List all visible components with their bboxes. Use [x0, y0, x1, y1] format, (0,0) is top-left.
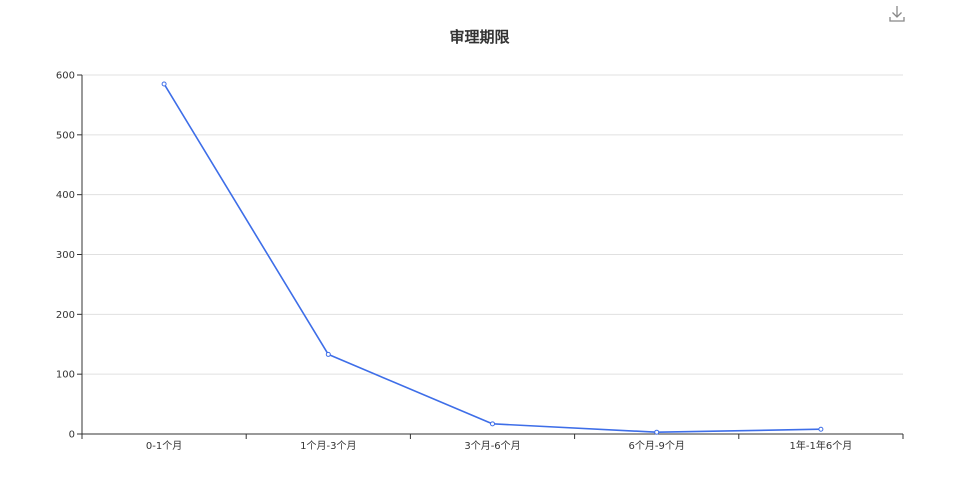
- x-tick-label: 1年-1年6个月: [790, 439, 853, 452]
- data-point: [654, 429, 660, 435]
- data-point: [490, 421, 495, 427]
- y-tick-label: 500: [56, 130, 75, 141]
- y-tick-label: 300: [56, 250, 75, 261]
- data-point: [325, 351, 331, 357]
- x-tick-label: 0-1个月: [146, 440, 182, 452]
- y-tick-label: 200: [56, 310, 75, 321]
- y-tick-label: 100: [56, 370, 75, 381]
- chart-title: 审理期限: [449, 28, 510, 46]
- download-button[interactable]: [886, 3, 908, 25]
- download-icon: [889, 6, 905, 22]
- x-tick-label: 3个月-6个月: [464, 440, 520, 452]
- data-point: [161, 81, 167, 87]
- series-line: [163, 83, 821, 434]
- x-tick-label: 6个月-9个月: [629, 440, 685, 452]
- data-point: [818, 426, 824, 432]
- y-tick-label: 0: [69, 430, 75, 441]
- y-tick-label: 600: [56, 71, 75, 82]
- x-tick-label: 1个月-3个月: [300, 440, 356, 452]
- y-tick-label: 400: [56, 190, 75, 201]
